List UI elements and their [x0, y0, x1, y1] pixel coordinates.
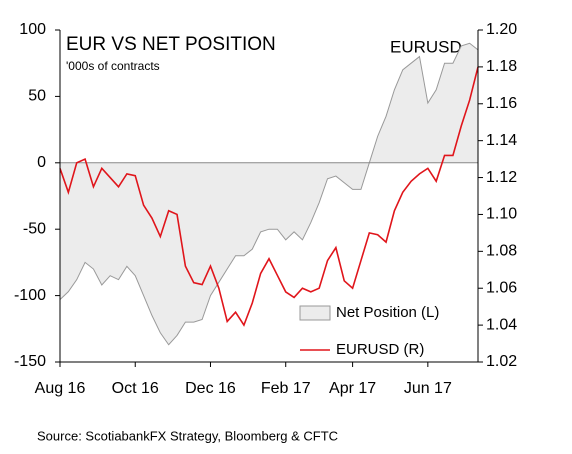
legend-swatch: [299, 305, 331, 321]
area-fill: [60, 43, 478, 345]
legend-label: Net Position (L): [336, 304, 439, 321]
y2-tick-label: 1.08: [486, 243, 517, 260]
y-tick-label: -100: [14, 287, 46, 304]
x-tick-label: Aug 16: [35, 380, 86, 397]
x-tick-label: Apr 17: [329, 380, 376, 397]
y-tick-label: 100: [19, 21, 46, 38]
chart-title: EUR VS NET POSITION: [66, 34, 276, 55]
x-tick-label: Oct 16: [112, 380, 159, 397]
y-tick-label: -150: [14, 353, 46, 370]
y2-tick-label: 1.18: [486, 58, 517, 75]
y2-tick-label: 1.12: [486, 169, 517, 186]
annotation: EURUSD: [390, 37, 462, 56]
chart-subtitle: '000s of contracts: [66, 59, 160, 73]
x-tick-label: Dec 16: [185, 380, 236, 397]
area-line: [59, 42, 479, 346]
y2-tick-label: 1.10: [486, 206, 517, 223]
y2-tick-label: 1.14: [486, 132, 517, 149]
legend-label: EURUSD (R): [336, 341, 424, 358]
x-tick-label: Feb 17: [261, 380, 311, 397]
y2-tick-label: 1.16: [486, 95, 517, 112]
source-note: Source: ScotiabankFX Strategy, Bloomberg…: [37, 428, 338, 443]
y-tick-label: 50: [28, 88, 46, 105]
y2-tick-label: 1.06: [486, 279, 517, 296]
x-tick-label: Jun 17: [404, 380, 452, 397]
y2-tick-label: 1.20: [486, 21, 517, 38]
y-tick-label: 0: [37, 154, 46, 171]
y2-tick-label: 1.04: [486, 316, 517, 333]
line: [59, 66, 479, 327]
y2-tick-label: 1.02: [486, 353, 517, 370]
y-tick-label: -50: [23, 220, 46, 237]
